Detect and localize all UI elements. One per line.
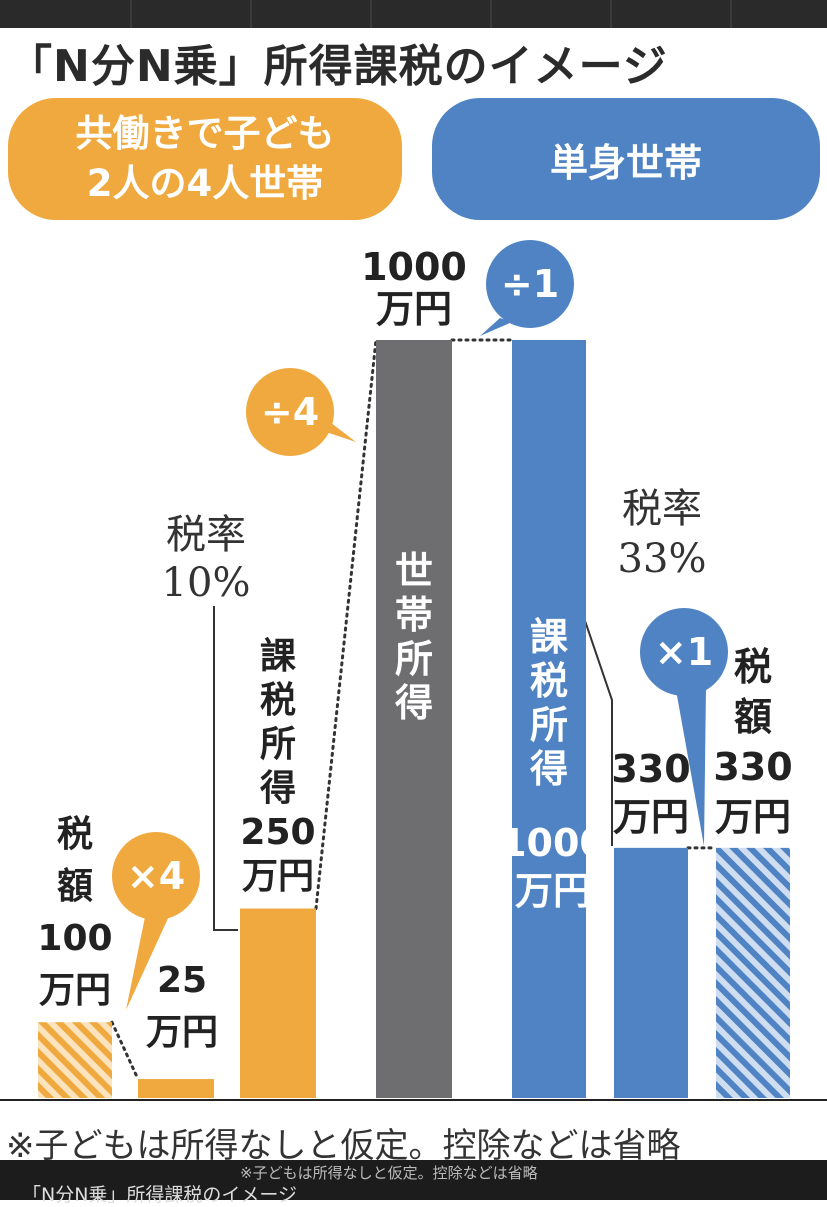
bubble-divide-1: [486, 240, 574, 328]
bar-household-income: [376, 340, 452, 1098]
label-family-taxable-income-line-5: 万円: [242, 856, 314, 897]
label-household-income-line-0: 1000: [361, 245, 467, 289]
label-household-income-line-1: 万円: [376, 287, 452, 331]
bubble-text-divide-1: ÷1: [501, 262, 559, 306]
inner-label-household-income-2: 所: [395, 637, 433, 681]
top-bar: [0, 0, 827, 28]
group-label-single: 単身世帯: [432, 98, 820, 220]
connector-tax-to-per-person: [110, 1020, 140, 1081]
bar-family-taxable-income: [240, 908, 316, 1098]
inner-label-household-income-3: 得: [395, 681, 433, 725]
rate-family-value: 10%: [162, 560, 251, 606]
bubble-multiply-1: [640, 608, 728, 696]
bar-single-taxable-income: [512, 340, 586, 1098]
chart-title: 「N分N乗」所得課税のイメージ: [8, 41, 668, 92]
bubble-divide-4: [246, 368, 334, 456]
label-single-tax-line-1: 万円: [613, 795, 689, 839]
label-single-taxable-income-line-0: 1000: [500, 821, 606, 865]
footnote: ※子どもは所得なしと仮定。控除などは省略: [6, 1126, 681, 1166]
bubble-tail-multiply-1: [676, 686, 706, 846]
inner-label-single-taxable-income-3: 得: [530, 747, 568, 791]
bar-single-tax-total: [716, 847, 790, 1098]
bottom-caption-bar: [0, 1160, 827, 1200]
label-single-tax-total-line-3: 万円: [715, 795, 791, 839]
label-family-tax-per-person-line-1: 万円: [146, 1012, 218, 1053]
label-family-taxable-income-line-0: 課: [260, 636, 296, 677]
label-family-taxable-income-line-3: 得: [260, 768, 296, 809]
bars: [38, 340, 790, 1098]
dotted-connectors: [110, 338, 718, 1081]
label-single-tax-line-0: 330: [611, 747, 690, 791]
inner-label-household-income-0: 世: [395, 549, 433, 593]
bubble-text-divide-4: ÷4: [261, 390, 319, 434]
label-family-tax-line-3: 万円: [39, 970, 111, 1011]
inner-label-single-taxable-income-1: 税: [530, 659, 568, 703]
label-single-tax-total-line-1: 額: [734, 695, 772, 739]
rate-single-label: 税率: [622, 486, 702, 532]
inner-label-single-taxable-income-0: 課: [530, 615, 568, 659]
label-family-tax-per-person-line-0: 25: [157, 960, 207, 1001]
group-label-family: 共働きで子ども 2人の4人世帯: [8, 98, 402, 220]
bar-family-tax-per-person: [138, 1079, 214, 1098]
leader-rate-single: [581, 611, 613, 846]
label-family-taxable-income-line-2: 所: [260, 724, 296, 765]
label-single-tax-total-line-2: 330: [713, 745, 792, 789]
image-caption: 「N分N乗」所得課税のイメージ: [22, 1184, 298, 1206]
bar-single-tax: [614, 847, 688, 1098]
label-family-taxable-income-line-1: 税: [260, 680, 296, 721]
inner-label-single-taxable-income-2: 所: [530, 703, 568, 747]
label-family-tax-line-1: 額: [57, 866, 93, 907]
operator-bubbles: ÷4 ÷1 ×4 ×1: [112, 240, 728, 1010]
label-family-taxable-income-line-4: 250: [240, 812, 315, 853]
bubble-text-multiply-1: ×1: [655, 630, 713, 674]
connector-taxable-to-household: [314, 338, 378, 910]
rate-single-value: 33%: [618, 536, 707, 582]
leader-rate-family: [213, 606, 238, 931]
bubble-tail-divide-1: [480, 318, 512, 336]
bubble-multiply-4: [112, 832, 200, 920]
bubble-text-multiply-4: ×4: [127, 854, 185, 898]
inner-label-household-income-1: 帯: [395, 593, 433, 637]
label-family-tax-line-2: 100: [37, 918, 112, 959]
label-family-tax-line-0: 税: [57, 814, 93, 855]
label-single-tax-total-line-0: 税: [734, 645, 772, 689]
bubble-tail-multiply-4: [126, 912, 170, 1010]
caption-sub: ※子どもは所得なしと仮定。控除などは省略: [240, 1164, 538, 1182]
rate-family-label: 税率: [166, 512, 246, 558]
label-single-taxable-income-line-1: 万円: [515, 869, 591, 913]
bar-family-tax: [38, 1022, 112, 1098]
